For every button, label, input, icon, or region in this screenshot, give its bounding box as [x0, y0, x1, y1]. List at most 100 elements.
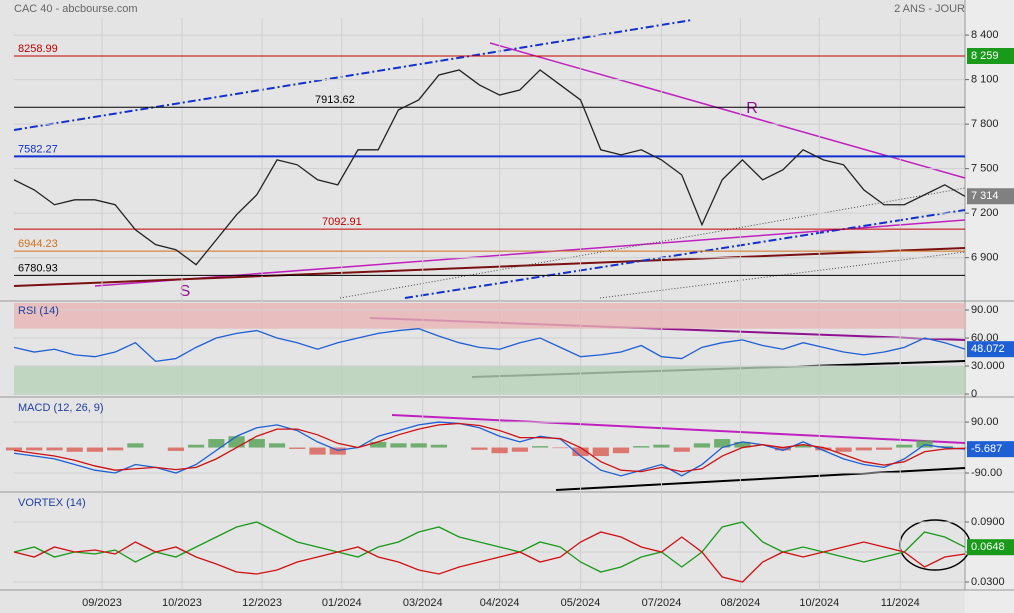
x-tick-label: 05/2024 — [561, 597, 601, 609]
histogram-bar — [795, 444, 812, 448]
last-value-box — [967, 441, 1014, 458]
last-value-box — [967, 539, 1014, 556]
histogram-bar — [66, 447, 83, 452]
histogram-bar — [268, 443, 286, 448]
histogram-bar — [572, 447, 589, 457]
x-tick-label: 03/2024 — [403, 597, 443, 609]
trend-line — [391, 414, 966, 444]
histogram-bar — [46, 447, 63, 451]
level-label: 7092.91 — [322, 216, 362, 228]
histogram-bar — [693, 443, 711, 448]
histogram-bar — [592, 447, 609, 457]
series-line — [13, 521, 966, 573]
annotation: S — [180, 283, 191, 300]
histogram-bar — [26, 447, 43, 451]
x-tick-label: 04/2024 — [480, 597, 520, 609]
y-tick-label: 0.0900 — [971, 516, 1005, 528]
histogram-bar — [127, 443, 144, 448]
series-line — [13, 421, 966, 477]
y-tick-label: 6 900 — [971, 252, 999, 264]
chart-title: CAC 40 - abcbourse.com — [14, 3, 138, 15]
trend-line — [13, 247, 966, 287]
histogram-bar — [430, 444, 448, 448]
panel-title: MACD (12, 26, 9) — [18, 402, 104, 414]
histogram-bar — [956, 447, 974, 449]
overbought-zone — [14, 303, 965, 329]
axis-area — [965, 0, 1014, 613]
series-line — [13, 328, 966, 363]
histogram-bar — [896, 444, 913, 448]
last-value-box — [967, 188, 1014, 205]
last-value-box — [967, 341, 1014, 358]
series-line — [13, 69, 966, 266]
x-tick-label: 11/2024 — [881, 597, 920, 609]
histogram-bar — [612, 447, 630, 454]
histogram-bar — [329, 447, 346, 455]
histogram-bar — [734, 441, 751, 448]
x-tick-label: 07/2024 — [642, 597, 682, 609]
trend-line — [555, 467, 966, 491]
histogram-bar — [552, 447, 569, 449]
x-tick-label: 08/2024 — [721, 597, 761, 609]
histogram-bar — [86, 447, 104, 452]
histogram-bar — [410, 443, 427, 448]
y-tick-label: 60.00 — [971, 332, 999, 344]
x-tick-label: 01/2024 — [322, 597, 362, 609]
y-tick-label: 8 100 — [971, 74, 999, 86]
y-tick-label: 90.00 — [971, 416, 999, 428]
histogram-bar — [875, 447, 893, 450]
y-tick-label: 0.0300 — [971, 576, 1005, 588]
last-value-label: 0.0648 — [971, 541, 1005, 553]
last-value-label: 7 314 — [971, 190, 999, 202]
histogram-bar — [309, 447, 326, 455]
histogram-bar — [673, 447, 690, 452]
histogram-bar — [714, 439, 731, 448]
series-line — [13, 531, 966, 583]
x-tick-label: 12/2023 — [242, 597, 282, 609]
oversold-zone — [14, 366, 965, 395]
histogram-bar — [855, 447, 872, 451]
chart-subtitle: 2 ANS - JOUR — [894, 3, 965, 15]
last-value-label: 48.072 — [971, 343, 1005, 355]
y-tick-label: 0 — [971, 388, 977, 400]
histogram-bar — [936, 446, 953, 448]
histogram-bar — [107, 447, 124, 451]
histogram-bar — [208, 439, 225, 448]
trend-line — [404, 209, 966, 299]
y-tick-label: 7 800 — [971, 118, 999, 130]
x-tick-label: 10/2023 — [162, 597, 202, 609]
last-value-label: -5.687 — [971, 443, 1002, 455]
y-tick-label: 30.000 — [971, 360, 1005, 372]
panel-title: VORTEX (14) — [18, 497, 86, 509]
y-tick-label: 7 500 — [971, 163, 999, 175]
level-label: 7913.62 — [315, 94, 355, 106]
histogram-bar — [916, 440, 933, 448]
x-tick-label: 10/2024 — [799, 597, 839, 609]
histogram-bar — [653, 444, 670, 448]
max-value-label: 8 259 — [971, 50, 999, 62]
y-tick-label: 90.00 — [971, 304, 999, 316]
level-label: 7582.27 — [18, 143, 58, 155]
histogram-bar — [370, 441, 387, 448]
y-tick-label: 7 200 — [971, 207, 999, 219]
panel-title: RSI (14) — [18, 305, 59, 317]
trend-line — [339, 187, 966, 299]
histogram-bar — [835, 447, 852, 452]
histogram-bar — [289, 447, 306, 449]
histogram-bar — [491, 447, 508, 454]
histogram-bar — [5, 447, 23, 451]
histogram-bar — [774, 447, 791, 451]
series-line — [13, 422, 966, 473]
histogram-bar — [633, 446, 650, 448]
x-tick-label: 09/2023 — [82, 597, 122, 609]
annotation: R — [746, 100, 758, 117]
histogram-bar — [815, 447, 832, 451]
level-label: 6780.93 — [18, 262, 58, 274]
histogram-bar — [167, 447, 184, 451]
max-value-box — [967, 47, 1014, 64]
trend-line — [13, 19, 693, 131]
histogram-bar — [228, 436, 245, 448]
histogram-bar — [471, 447, 488, 450]
y-tick-label: 8 400 — [971, 29, 999, 41]
